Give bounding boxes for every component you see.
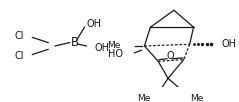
- Text: O: O: [166, 51, 174, 61]
- Text: B: B: [71, 36, 79, 49]
- Text: OH: OH: [94, 43, 109, 53]
- Text: OH: OH: [221, 39, 236, 49]
- Text: Cl: Cl: [14, 51, 24, 61]
- Text: Me: Me: [108, 42, 121, 50]
- Text: HO: HO: [108, 49, 123, 59]
- Text: OH: OH: [87, 19, 102, 29]
- Text: Me: Me: [190, 94, 203, 102]
- Text: Cl: Cl: [14, 31, 24, 41]
- Text: Me: Me: [137, 94, 150, 102]
